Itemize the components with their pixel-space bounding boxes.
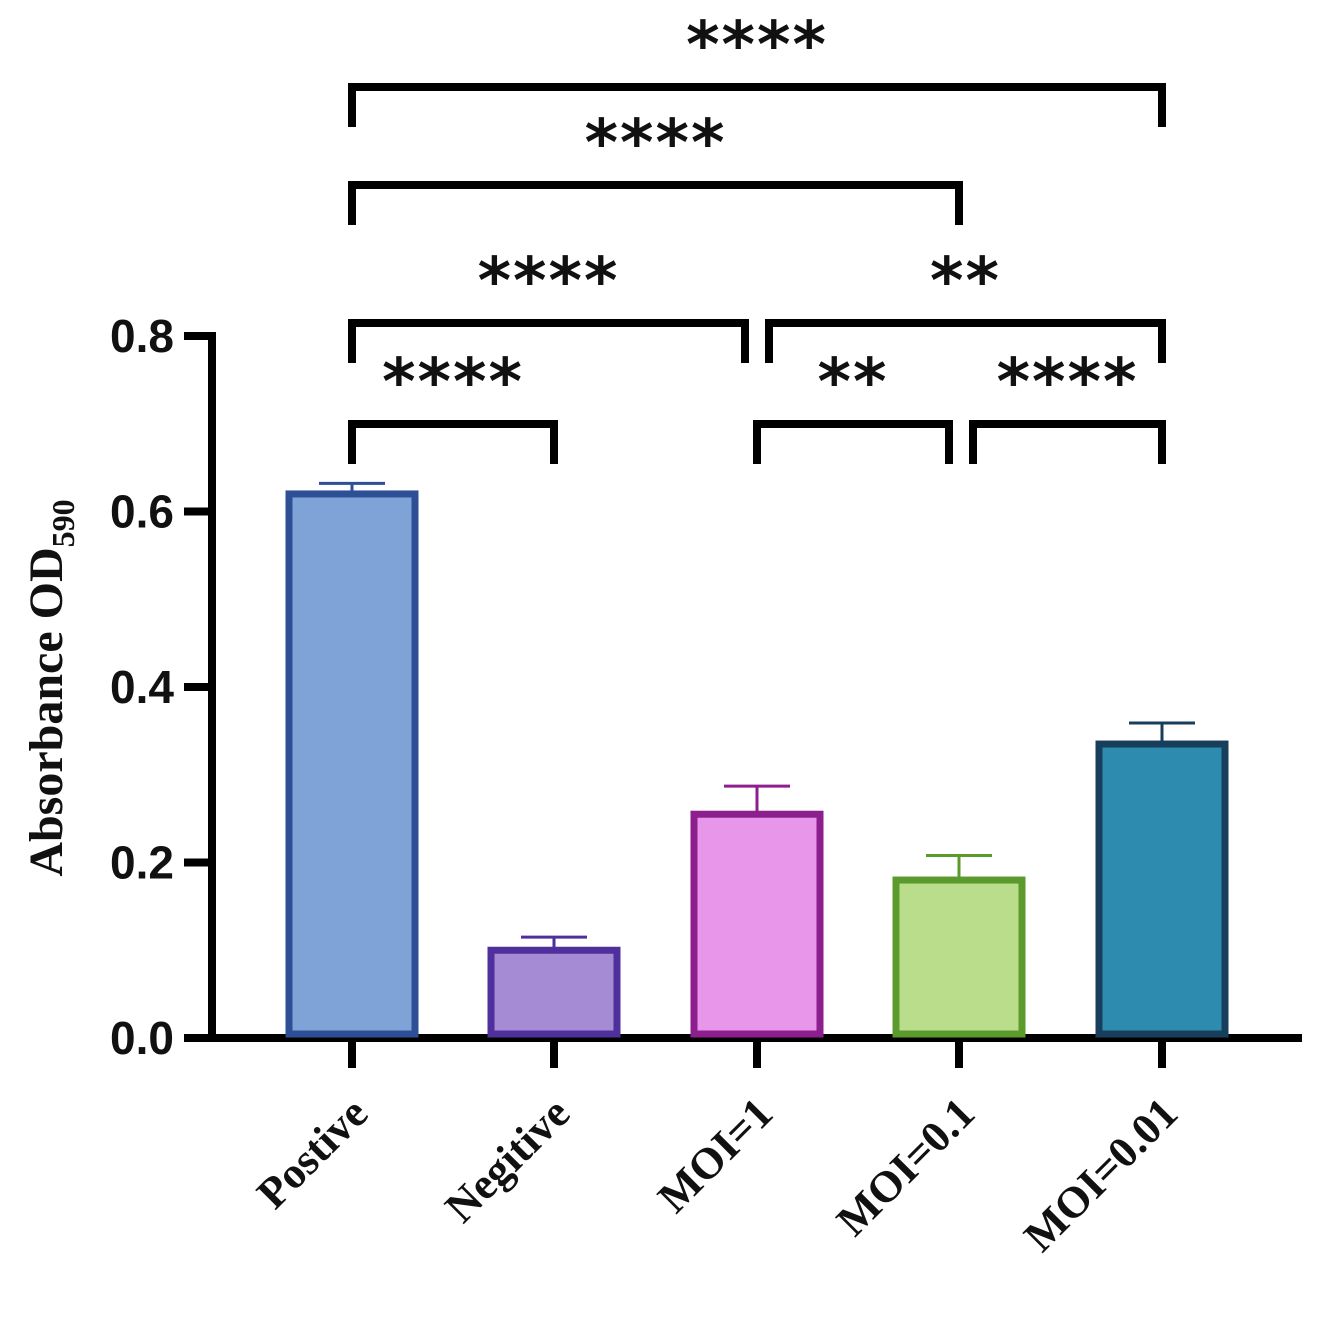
x-tick-label: Negitive bbox=[436, 1088, 579, 1231]
y-axis-label-subscript: 590 bbox=[45, 499, 81, 547]
bar bbox=[690, 810, 824, 1038]
bar bbox=[1095, 740, 1229, 1038]
y-tick-label: 0.6 bbox=[110, 486, 174, 538]
y-axis-label-main: Absorbance OD bbox=[20, 547, 73, 876]
y-axis-label: Absorbance OD590 bbox=[20, 499, 81, 876]
significance-label: ** bbox=[818, 346, 889, 420]
y-tick-label: 0.2 bbox=[110, 837, 174, 889]
y-tick-label: 0.0 bbox=[110, 1012, 174, 1064]
significance-bracket bbox=[969, 420, 1166, 464]
significance-bracket bbox=[765, 319, 1166, 363]
x-tick-label: MOI=0.1 bbox=[827, 1088, 984, 1245]
bars bbox=[285, 490, 1229, 1038]
bar bbox=[892, 876, 1026, 1038]
significance-label: **** bbox=[478, 245, 620, 319]
bar bbox=[285, 490, 419, 1038]
significance-bracket bbox=[348, 83, 1166, 127]
significance-bracket bbox=[348, 420, 558, 464]
y-tick-label: 0.4 bbox=[110, 661, 174, 713]
x-tick-label: MOI=0.01 bbox=[1015, 1088, 1188, 1261]
y-tick-label: 0.8 bbox=[110, 310, 174, 362]
x-tick-label: Postive bbox=[247, 1088, 377, 1218]
significance-label: **** bbox=[997, 346, 1139, 420]
significance-label: **** bbox=[382, 346, 524, 420]
significance-label: ** bbox=[930, 245, 1001, 319]
significance-label: **** bbox=[686, 9, 828, 83]
significance-bracket bbox=[753, 420, 953, 464]
significance-bracket bbox=[348, 181, 963, 225]
significance-bracket bbox=[348, 319, 749, 363]
significance-label: **** bbox=[585, 107, 727, 181]
significance-brackets: **** ** ******** ********** bbox=[348, 9, 1166, 464]
bar bbox=[487, 946, 621, 1038]
error-bars bbox=[319, 481, 1195, 951]
x-tick-label: MOI=1 bbox=[648, 1088, 782, 1222]
